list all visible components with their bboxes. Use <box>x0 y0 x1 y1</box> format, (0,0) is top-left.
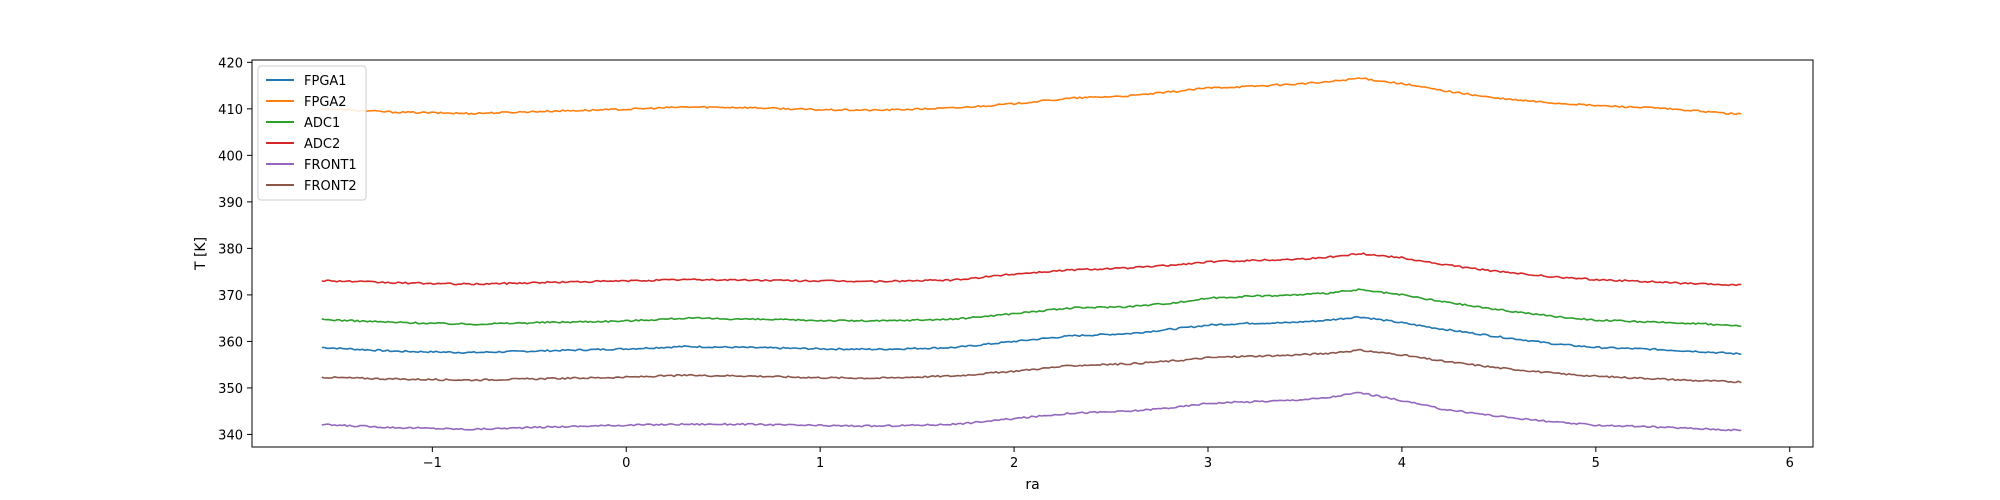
legend-label-fpga1: FPGA1 <box>304 74 347 89</box>
y-tick-label: 370 <box>218 289 243 304</box>
x-tick-label: 6 <box>1786 456 1794 471</box>
series-line-front2 <box>321 348 1742 384</box>
y-tick-label: 340 <box>218 428 243 443</box>
y-axis: 340 350 360 370 380 390 400 410 420 <box>218 56 252 443</box>
series-line-front1 <box>321 391 1742 432</box>
x-tick-label: 5 <box>1592 456 1600 471</box>
series-layer <box>321 77 1742 432</box>
x-tick-label: 1 <box>816 456 824 471</box>
x-axis-label: ra <box>1025 477 1039 493</box>
series-line-adc2 <box>321 252 1742 287</box>
x-tick-label: 4 <box>1398 456 1406 471</box>
legend: FPGA1 FPGA2 ADC1 ADC2 FRONT1 FRONT2 <box>257 65 367 201</box>
x-tick-label: −1 <box>423 456 442 471</box>
y-tick-label: 390 <box>218 196 243 211</box>
x-tick-label: 2 <box>1010 456 1018 471</box>
legend-label-front1: FRONT1 <box>304 158 357 173</box>
y-tick-label: 420 <box>218 56 243 71</box>
legend-label-fpga2: FPGA2 <box>304 95 347 110</box>
x-tick-label: 0 <box>622 456 630 471</box>
y-tick-label: 400 <box>218 149 243 164</box>
series-line-adc1 <box>321 288 1742 328</box>
x-axis: −1 0 1 2 3 4 5 6 <box>423 447 1794 471</box>
y-tick-label: 380 <box>218 242 243 257</box>
plot-frame <box>251 59 1814 448</box>
series-line-fpga2 <box>321 77 1742 116</box>
x-tick-label: 3 <box>1204 456 1212 471</box>
y-tick-label: 410 <box>218 103 243 118</box>
legend-label-adc1: ADC1 <box>304 116 340 131</box>
legend-label-front2: FRONT2 <box>304 179 357 194</box>
legend-label-adc2: ADC2 <box>304 137 340 152</box>
y-tick-label: 360 <box>218 335 243 350</box>
series-line-fpga1 <box>321 315 1742 356</box>
legend-box <box>257 65 367 201</box>
y-tick-label: 350 <box>218 382 243 397</box>
y-axis-label: T [K] <box>193 237 209 271</box>
